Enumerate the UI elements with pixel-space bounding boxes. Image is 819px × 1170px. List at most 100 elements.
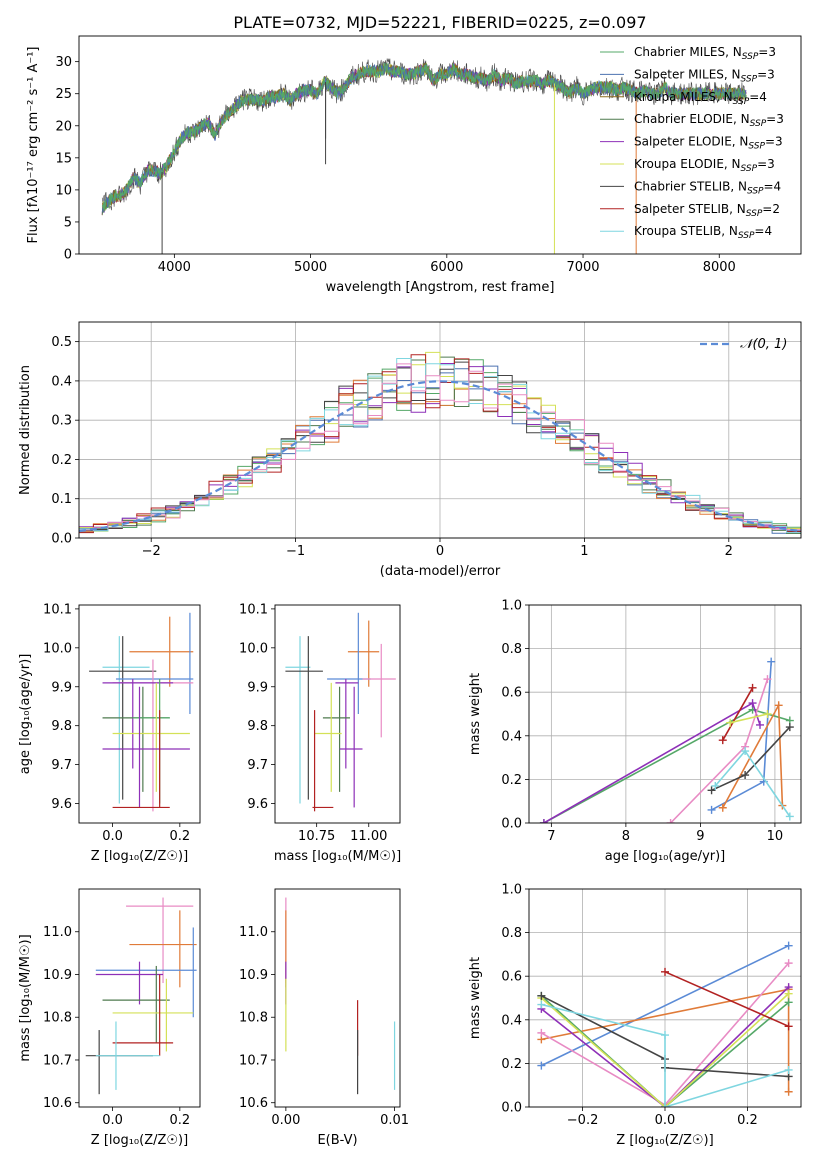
x-tick-label: 8000	[703, 260, 736, 275]
x-axis-label: age [log₁₀(age/yr)]	[605, 849, 726, 864]
y-tick-label: 9.9	[247, 680, 268, 695]
legend-suffix: =3	[766, 112, 784, 126]
mass-vs-ebv-panel: 0.00 0.01 10.6 10.7 10.8 10.9 11.0 E(B-V)	[239, 888, 409, 1148]
mass-weight-vs-age-panel: 7 8 9 10 0.0 0.2 0.4 0.6 0.8 1.0 age [log₁₀(age/yr…	[468, 599, 802, 864]
error-bar-point	[112, 978, 194, 1052]
legend-entry: Salpeter ELODIE, NSSP=3	[634, 135, 783, 152]
error-bar-point	[347, 620, 380, 687]
x-tick-label: 0.0	[655, 1113, 676, 1128]
legend-entry: Salpeter MILES, NSSP=3	[634, 67, 775, 84]
legend-sub: SSP	[746, 209, 763, 219]
legend-label: Chabrier MILES, N	[634, 45, 742, 59]
legend-entry: Kroupa MILES, NSSP=4	[634, 90, 767, 107]
y-tick-label: 0.4	[501, 1013, 522, 1028]
x-tick-label: 0	[436, 544, 444, 559]
plus-marker	[661, 1103, 669, 1107]
y-tick-label: 0	[64, 248, 72, 263]
x-axis-label: wavelength [Angstrom, rest frame]	[326, 280, 555, 295]
age-vs-Z-panel: 0.0 0.2 9.6 9.7 9.8 9.9 10.0 10.1 Z [log₁₀(Z/Z☉)…	[18, 602, 201, 864]
plus-marker	[707, 805, 716, 814]
x-tick-label: −2	[142, 544, 161, 559]
plus-marker	[741, 747, 750, 756]
legend-sub: SSP	[741, 74, 758, 84]
x-tick-label: 0.00	[271, 1113, 300, 1128]
x-tick-label: 0.2	[169, 829, 190, 844]
y-tick-label: 10.8	[43, 1011, 72, 1026]
spectrum-frame	[78, 35, 802, 255]
error-bar-point	[285, 636, 323, 800]
x-tick-label: 10.75	[298, 829, 335, 844]
y-tick-label: 0.6	[501, 970, 522, 985]
x-tick-label: 0.0	[102, 1113, 123, 1128]
plus-marker	[748, 699, 757, 708]
plus-marker	[718, 736, 727, 745]
y-tick-label: 11.0	[239, 925, 268, 940]
y-tick-label: 9.7	[51, 758, 72, 773]
error-bar-point	[314, 682, 342, 792]
error-bar-point	[322, 686, 350, 792]
plus-marker	[537, 991, 546, 1000]
y-tick-label: 10.0	[239, 641, 268, 656]
mass-weight-vs-age-grid	[529, 604, 801, 824]
legend-label: Salpeter STELIB, N	[634, 202, 746, 216]
error-bar-point	[102, 678, 174, 769]
x-tick-label: 6000	[430, 260, 463, 275]
y-tick-label: 9.6	[247, 797, 268, 812]
legend-sub: SSP	[738, 231, 755, 241]
x-tick-label: 2	[725, 544, 733, 559]
error-bar-point	[102, 965, 170, 1043]
y-tick-label: 11.0	[43, 925, 72, 940]
y-tick-label: 0.2	[501, 773, 522, 788]
y-axis-label: mass weight	[468, 957, 483, 1039]
y-tick-label: 10	[55, 183, 72, 198]
figure-title: PLATE=0732, MJD=52221, FIBERID=0225, z=0…	[233, 13, 646, 32]
y-tick-label: 0.4	[51, 374, 72, 389]
y-tick-label: 9.8	[51, 719, 72, 734]
residuals-panel: −2 −1 0 1 2 0.0 0.1 0.2 0.3 0.4 0.5 (data-model)/er…	[18, 321, 802, 579]
y-tick-label: 0.3	[51, 414, 72, 429]
error-bar-point	[362, 643, 396, 738]
mass-weight-series	[543, 701, 761, 823]
y-axis-label: mass weight	[468, 673, 483, 755]
legend-label: Kroupa ELODIE, N	[634, 157, 741, 171]
x-tick-label: −1	[286, 544, 305, 559]
mass-weight-series	[540, 995, 790, 1107]
error-bar-point	[126, 897, 194, 984]
y-tick-label: 9.8	[247, 719, 268, 734]
legend-suffix: =3	[757, 67, 775, 81]
y-tick-label: 0.5	[51, 335, 72, 350]
y-axis-label: Flux [fλ10⁻¹⁷ erg cm⁻² s⁻¹ A⁻¹]	[26, 47, 41, 244]
legend-label: Kroupa STELIB, N	[634, 224, 738, 238]
legend-suffix: =2	[762, 202, 780, 216]
mass-weight-vs-age-marks	[539, 657, 794, 823]
error-bar-point	[129, 616, 194, 687]
mass-weight-series	[541, 1003, 789, 1107]
y-tick-label: 0.0	[501, 817, 522, 832]
x-tick-label: 0.01	[380, 1113, 409, 1128]
error-bar-point	[112, 682, 190, 792]
mass-weight-series	[730, 713, 768, 724]
plus-marker	[784, 1065, 793, 1074]
legend-label: Kroupa MILES, N	[634, 90, 733, 104]
error-bar-point	[112, 710, 170, 809]
error-bar-point	[312, 710, 334, 812]
legend-suffix: =4	[754, 224, 772, 238]
y-tick-label: 25	[55, 87, 72, 102]
y-tick-label: 0.2	[501, 1057, 522, 1072]
mass-weight-series	[540, 986, 790, 1107]
plus-marker	[726, 718, 735, 727]
x-tick-label: 7	[547, 829, 555, 844]
mass-weight-series	[664, 971, 789, 1028]
mass-weight-series	[541, 944, 789, 1067]
error-bar-point	[129, 910, 197, 988]
legend-label: Salpeter ELODIE, N	[634, 135, 748, 149]
legend-sub: SSP	[733, 97, 750, 107]
y-tick-label: 9.6	[51, 797, 72, 812]
legend-entry: Salpeter STELIB, NSSP=2	[634, 202, 780, 219]
x-tick-label: 0.2	[169, 1113, 190, 1128]
y-axis-label: Normed distribution	[18, 365, 33, 495]
x-axis-label: E(B-V)	[317, 1133, 357, 1148]
legend-entry: Chabrier ELODIE, NSSP=3	[634, 112, 784, 129]
